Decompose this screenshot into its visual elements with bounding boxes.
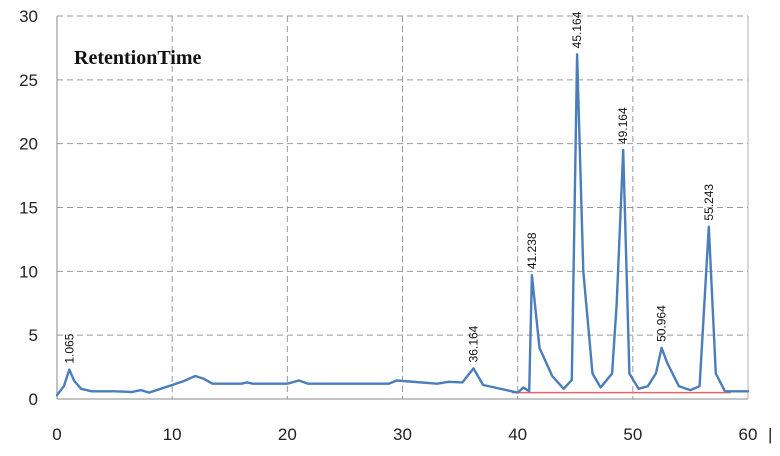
y-tick-label: 15 <box>19 199 38 218</box>
series-line-0 <box>55 53 750 397</box>
plot-frame <box>56 16 749 400</box>
peak-label: 55.243 <box>702 184 716 221</box>
peak-label: 41.238 <box>525 232 539 269</box>
x-tick-label: 10 <box>163 425 182 444</box>
grid-lines <box>57 15 749 399</box>
y-tick-labels: 0 5 10 15 20 25 30 <box>19 7 38 409</box>
trailing-mark: | <box>768 425 772 444</box>
series-layer <box>55 53 750 397</box>
x-tick-label: 40 <box>508 425 527 444</box>
x-tick-labels: 0 10 20 30 40 50 60 <box>52 425 757 444</box>
y-tick-label: 25 <box>19 71 38 90</box>
peak-labels: 1.065 36.164 41.238 45.164 49.164 50.964 55.24… <box>62 11 716 363</box>
x-tick-label: 20 <box>278 425 297 444</box>
peak-label: 36.164 <box>466 325 480 362</box>
x-tick-label: 0 <box>52 425 61 444</box>
y-tick-label: 0 <box>29 390 38 409</box>
peak-label: 50.964 <box>655 305 669 342</box>
y-tick-label: 10 <box>19 262 38 281</box>
chart-title: RetentionTime <box>74 47 202 69</box>
peak-label: 49.164 <box>616 107 630 144</box>
x-tick-label: 50 <box>623 425 642 444</box>
y-tick-label: 5 <box>29 326 38 345</box>
peak-label: 1.065 <box>62 333 76 363</box>
x-tick-label: 60 <box>739 425 758 444</box>
y-tick-label: 30 <box>19 7 38 26</box>
peak-label: 45.164 <box>570 11 584 48</box>
y-tick-label: 20 <box>19 135 38 154</box>
x-tick-label: 30 <box>393 425 412 444</box>
